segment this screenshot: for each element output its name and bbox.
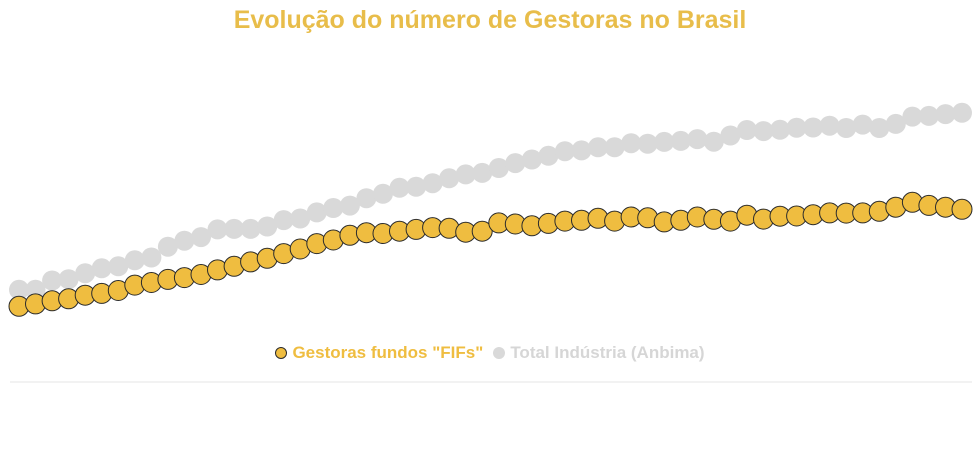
total-industria-point-11[interactable] xyxy=(191,227,211,248)
legend-item-gestoras-fifs[interactable]: Gestoras fundos "FIFs" xyxy=(275,343,483,363)
gestoras-fifs-point-28[interactable] xyxy=(471,220,493,242)
total-industria-point-42[interactable] xyxy=(703,131,724,152)
total-industria-point-6[interactable] xyxy=(108,256,129,277)
total-industria-point-52[interactable] xyxy=(869,118,890,138)
total-industria-point-38[interactable] xyxy=(637,133,658,154)
total-industria-point-14[interactable] xyxy=(240,218,261,239)
series-total-industria xyxy=(9,102,972,300)
legend: Gestoras fundos "FIFs" Total Indústria (… xyxy=(0,343,980,363)
total-industria-point-19[interactable] xyxy=(323,198,344,218)
total-industria-point-24[interactable] xyxy=(406,176,427,197)
total-industria-point-2[interactable] xyxy=(42,270,63,291)
total-industria-point-4[interactable] xyxy=(75,263,96,284)
legend-swatch-gray xyxy=(493,347,506,359)
total-industria-point-29[interactable] xyxy=(488,158,509,178)
total-industria-point-16[interactable] xyxy=(273,210,294,231)
gestoras-fifs-point-57[interactable] xyxy=(951,198,973,220)
total-industria-point-31[interactable] xyxy=(521,149,542,170)
total-industria-point-49[interactable] xyxy=(819,115,840,136)
total-industria-point-41[interactable] xyxy=(687,129,708,150)
total-industria-point-36[interactable] xyxy=(604,137,625,158)
total-industria-point-35[interactable] xyxy=(588,137,608,158)
total-industria-point-9[interactable] xyxy=(157,236,178,257)
legend-label-gestoras-fifs: Gestoras fundos "FIFs" xyxy=(292,343,484,362)
total-industria-point-39[interactable] xyxy=(654,131,675,152)
total-industria-point-25[interactable] xyxy=(422,173,443,194)
total-industria-point-18[interactable] xyxy=(306,202,327,223)
total-industria-point-3[interactable] xyxy=(58,269,79,290)
total-industria-point-28[interactable] xyxy=(472,162,493,183)
total-industria-point-45[interactable] xyxy=(753,121,774,142)
total-industria-point-57[interactable] xyxy=(952,102,972,123)
total-industria-point-21[interactable] xyxy=(356,188,377,209)
total-industria-point-46[interactable] xyxy=(770,119,790,140)
total-industria-point-27[interactable] xyxy=(455,164,476,185)
total-industria-point-43[interactable] xyxy=(720,125,741,146)
total-industria-point-10[interactable] xyxy=(174,230,195,251)
total-industria-point-55[interactable] xyxy=(918,105,939,126)
total-industria-point-33[interactable] xyxy=(554,141,575,162)
legend-swatch-gold xyxy=(275,347,288,359)
total-industria-point-48[interactable] xyxy=(803,117,824,138)
total-industria-point-32[interactable] xyxy=(538,145,559,166)
total-industria-point-5[interactable] xyxy=(91,258,112,279)
series-gestoras-fifs xyxy=(8,191,973,317)
total-industria-point-51[interactable] xyxy=(852,114,873,135)
total-industria-point-53[interactable] xyxy=(885,113,906,134)
total-industria-point-54[interactable] xyxy=(902,106,923,127)
total-industria-point-40[interactable] xyxy=(670,130,691,151)
total-industria-point-7[interactable] xyxy=(124,250,145,271)
chart-title: Evolução do número de Gestoras no Brasil xyxy=(233,6,747,34)
total-industria-point-23[interactable] xyxy=(389,177,410,198)
total-industria-point-22[interactable] xyxy=(373,183,393,204)
total-industria-point-15[interactable] xyxy=(257,216,278,237)
total-industria-point-13[interactable] xyxy=(224,218,245,239)
total-industria-point-12[interactable] xyxy=(207,219,228,240)
total-industria-point-8[interactable] xyxy=(141,247,162,268)
total-industria-point-50[interactable] xyxy=(836,118,857,138)
total-industria-point-34[interactable] xyxy=(571,140,592,161)
total-industria-point-17[interactable] xyxy=(290,208,311,229)
total-industria-point-37[interactable] xyxy=(621,133,642,154)
legend-label-total-industria: Total Indústria (Anbima) xyxy=(510,343,705,362)
total-industria-point-30[interactable] xyxy=(505,153,526,174)
total-industria-point-20[interactable] xyxy=(339,195,360,216)
legend-item-total-industria[interactable]: Total Indústria (Anbima) xyxy=(493,343,705,363)
total-industria-point-47[interactable] xyxy=(786,117,807,138)
total-industria-point-26[interactable] xyxy=(439,168,460,189)
total-industria-point-0[interactable] xyxy=(9,279,29,300)
total-industria-point-56[interactable] xyxy=(935,104,956,125)
total-industria-point-44[interactable] xyxy=(736,120,757,140)
